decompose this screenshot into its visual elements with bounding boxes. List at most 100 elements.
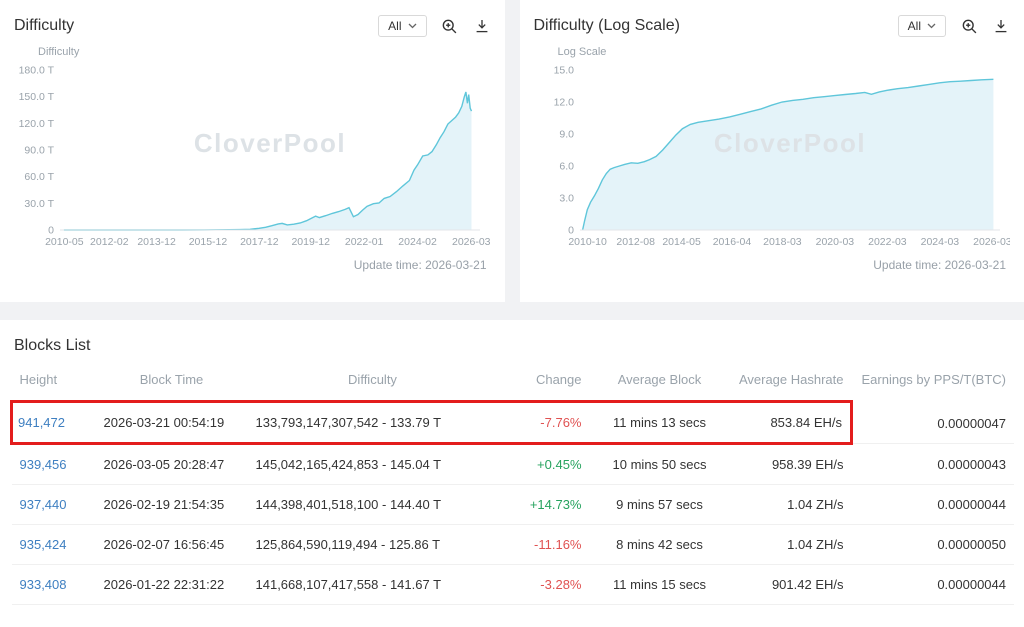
charts-section: Difficulty All	[0, 0, 1024, 302]
x-tick-label: 2012-02	[90, 236, 129, 248]
x-tick-label: 2010-05	[45, 236, 84, 248]
chart-area	[582, 79, 993, 230]
cell-avg_block: 10 mins 50 secs	[589, 443, 730, 485]
y-tick-label: 6.0	[559, 161, 574, 173]
difficulty-chart[interactable]: CloverPool 0 30.0 T 60.0 T 90.0 T 120.0 T 150.…	[14, 60, 490, 252]
cell-time: 2026-02-19 21:54:35	[95, 484, 248, 525]
block-height-link[interactable]: 935,424	[19, 537, 67, 552]
zoom-in-icon[interactable]	[441, 17, 459, 35]
chart-controls: All	[378, 15, 490, 37]
cell-change: +14.73%	[497, 484, 590, 525]
y-tick-label: 0	[568, 225, 574, 237]
cell-height: 939,456	[11, 443, 96, 485]
chart-title: Difficulty (Log Scale)	[533, 17, 680, 34]
cell-earnings: 0.00000043	[851, 443, 1014, 485]
section-divider	[0, 302, 1024, 320]
cell-difficulty: 125,864,590,119,494 - 125.86 T	[247, 524, 498, 565]
column-header: Average Block	[617, 372, 702, 387]
cell-height: 937,440	[11, 484, 96, 525]
cell-change: -3.28%	[497, 564, 590, 605]
block-height-link[interactable]: 937,440	[19, 497, 67, 512]
blocks-section: Blocks List Height Block Time Difficulty Ch…	[0, 337, 1024, 605]
table-row: 939,456 2026-03-05 20:28:47 145,042,165,42…	[11, 443, 1014, 485]
x-tick-label: 2013-12	[137, 236, 176, 248]
cell-time: 2026-02-07 16:56:45	[95, 524, 248, 565]
difficulty-card-header: Difficulty All	[14, 10, 491, 42]
cell-hashrate: 1.04 ZH/s	[729, 484, 852, 525]
chevron-down-icon	[927, 23, 936, 29]
column-header: Average Hashrate	[738, 372, 844, 387]
cell-change: -11.16%	[497, 524, 590, 565]
cell-hashrate: 901.42 EH/s	[729, 564, 852, 605]
chevron-down-icon	[408, 23, 416, 29]
y-tick-label: 3.0	[559, 193, 574, 205]
cell-difficulty: 144,398,401,518,100 - 144.40 T	[247, 484, 498, 525]
cell-earnings: 0.00000044	[851, 564, 1014, 605]
cell-height: 935,424	[11, 524, 96, 565]
x-tick-label: 2022-01	[345, 236, 384, 248]
update-time: Update time: 2026-03-21	[353, 258, 487, 272]
block-height-link[interactable]: 939,456	[19, 457, 67, 472]
y-tick-label: 120.0 T	[19, 118, 55, 130]
cell-change: -7.76%	[497, 400, 590, 445]
header-row: Height Block Time Difficulty Change Average …	[12, 359, 1015, 402]
y-tick-label: 0	[48, 225, 54, 237]
difficulty-log-card: Difficulty (Log Scale) All	[519, 0, 1024, 302]
x-tick-label: 2024-02	[398, 236, 437, 248]
y-tick-label: 180.0 T	[19, 65, 55, 77]
chart-title: Difficulty	[14, 17, 75, 34]
chart-area	[63, 92, 472, 230]
cell-avg_block: 9 mins 57 secs	[589, 484, 730, 525]
cell-earnings: 0.00000044	[851, 484, 1014, 525]
cell-height: 941,472	[10, 400, 96, 445]
table-row: 935,424 2026-02-07 16:56:45 125,864,590,11…	[11, 524, 1014, 565]
cell-time: 2026-03-21 00:54:19	[95, 400, 248, 445]
cell-height: 933,408	[11, 564, 96, 605]
x-tick-label: 2019-12	[291, 236, 330, 248]
cell-time: 2026-03-05 20:28:47	[95, 443, 248, 485]
chart-watermark: CloverPool	[713, 128, 865, 158]
difficulty-log-card-header: Difficulty (Log Scale) All	[534, 10, 1011, 42]
column-header: Height	[19, 372, 58, 387]
range-select[interactable]: All	[897, 15, 946, 37]
block-height-link[interactable]: 941,472	[18, 415, 65, 430]
download-icon[interactable]	[992, 17, 1010, 35]
chart-line	[581, 78, 993, 231]
cell-earnings: 0.00000050	[851, 524, 1014, 565]
x-tick-label: 2022-03	[868, 236, 907, 248]
table-row: 937,440 2026-02-19 21:54:35 144,398,401,51…	[11, 484, 1014, 525]
y-tick-label: 60.0 T	[24, 171, 54, 183]
table-row: 941,472 2026-03-21 00:54:19 133,793,147,30…	[10, 400, 1014, 445]
x-tick-label: 2026-03	[973, 236, 1010, 248]
y-tick-label: 150.0 T	[19, 91, 55, 103]
download-icon[interactable]	[473, 17, 491, 35]
cell-avg_block: 11 mins 13 secs	[589, 400, 730, 445]
column-header: Block Time	[139, 372, 204, 387]
range-select[interactable]: All	[378, 15, 427, 37]
y-tick-label: 12.0	[553, 97, 574, 109]
column-header: Earnings by PPS/T(BTC)	[861, 372, 1007, 387]
x-tick-label: 2012-08	[616, 236, 655, 248]
cell-difficulty: 141,668,107,417,558 - 141.67 T	[247, 564, 498, 605]
y-axis-label: Log Scale	[557, 46, 607, 58]
cell-avg_block: 8 mins 42 secs	[589, 524, 730, 565]
x-tick-label: 2010-10	[568, 236, 607, 248]
cell-avg_block: 11 mins 15 secs	[589, 564, 730, 605]
chart-watermark: CloverPool	[194, 128, 346, 158]
range-select-value: All	[907, 19, 921, 33]
y-tick-label: 9.0	[559, 129, 574, 141]
cell-hashrate: 853.84 EH/s	[729, 400, 853, 445]
chart-controls: All	[897, 15, 1010, 37]
cell-change: +0.45%	[497, 443, 590, 485]
y-tick-label: 30.0 T	[24, 198, 54, 210]
x-tick-label: 2018-03	[763, 236, 802, 248]
column-header: Change	[535, 372, 582, 387]
cell-hashrate: 1.04 ZH/s	[729, 524, 852, 565]
x-tick-label: 2014-05	[662, 236, 701, 248]
blocks-table: Height Block Time Difficulty Change Average …	[10, 359, 1014, 605]
x-tick-label: 2015-12	[189, 236, 228, 248]
difficulty-log-chart[interactable]: CloverPool 0 3.0 6.0 9.0 12.0 15.0 2010-10 2012-…	[534, 60, 1010, 252]
block-height-link[interactable]: 933,408	[19, 577, 67, 592]
zoom-in-icon[interactable]	[960, 17, 978, 35]
cell-earnings: 0.00000047	[851, 401, 1014, 444]
